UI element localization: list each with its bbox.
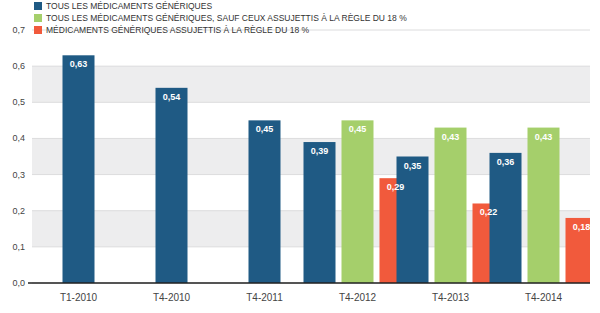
x-tick-label: T1-2010 bbox=[60, 292, 98, 303]
y-tick-label: 0,2 bbox=[12, 206, 25, 216]
x-tick-label: T4-2013 bbox=[432, 292, 470, 303]
data-label: 0,35 bbox=[404, 161, 422, 171]
bar bbox=[397, 157, 429, 284]
bar bbox=[528, 128, 560, 283]
bar bbox=[156, 88, 188, 283]
data-label: 0,39 bbox=[311, 146, 329, 156]
grid bbox=[32, 30, 590, 283]
data-label: 0,63 bbox=[70, 59, 88, 69]
data-label: 0,18 bbox=[573, 222, 591, 232]
y-tick-label: 0,6 bbox=[12, 61, 25, 71]
grid-line bbox=[32, 102, 590, 103]
data-label: 0,54 bbox=[163, 92, 181, 102]
data-label: 0,43 bbox=[442, 132, 460, 142]
data-label: 0,45 bbox=[256, 124, 274, 134]
bar bbox=[63, 55, 95, 283]
data-label: 0,43 bbox=[535, 132, 553, 142]
x-tick-label: T4-2010 bbox=[153, 292, 191, 303]
bar bbox=[435, 128, 467, 283]
legend-swatch bbox=[34, 26, 42, 34]
bar bbox=[249, 120, 281, 283]
legend-swatch bbox=[34, 2, 42, 10]
y-axis: 0,0 0,1 0,2 0,3 0,4 0,5 0,6 0,7 bbox=[12, 25, 25, 288]
legend-swatch bbox=[34, 14, 42, 22]
bar bbox=[342, 120, 374, 283]
bar bbox=[304, 142, 336, 283]
x-axis-line bbox=[28, 282, 590, 284]
data-label: 0,36 bbox=[497, 157, 515, 167]
data-label: 0,22 bbox=[480, 207, 498, 217]
data-label: 0,45 bbox=[349, 124, 367, 134]
y-tick-label: 0,7 bbox=[12, 25, 25, 35]
grid-band bbox=[32, 66, 590, 102]
x-tick-label: T4-2012 bbox=[339, 292, 377, 303]
y-tick-label: 0,0 bbox=[12, 278, 25, 288]
chart: 0,0 0,1 0,2 0,3 0,4 0,5 0,6 0,7 0,63 0,54 0,45 0,39… bbox=[0, 0, 600, 313]
legend: TOUS LES MÉDICAMENTS GÉNÉRIQUES TOUS LES … bbox=[34, 1, 407, 35]
grid-line bbox=[32, 66, 590, 67]
legend-label: MÉDICAMENTS GÉNÉRIQUES ASSUJETTIS À LA R… bbox=[46, 25, 310, 35]
grid-line bbox=[32, 138, 590, 139]
y-tick-label: 0,4 bbox=[12, 133, 25, 143]
legend-label: TOUS LES MÉDICAMENTS GÉNÉRIQUES, SAUF CE… bbox=[46, 13, 407, 23]
y-tick-label: 0,3 bbox=[12, 170, 25, 180]
bar bbox=[566, 218, 591, 283]
y-tick-label: 0,5 bbox=[12, 97, 25, 107]
legend-label: TOUS LES MÉDICAMENTS GÉNÉRIQUES bbox=[46, 1, 212, 11]
y-tick-label: 0,1 bbox=[12, 242, 25, 252]
data-label: 0,29 bbox=[387, 182, 405, 192]
bars bbox=[63, 55, 591, 283]
data-labels: 0,63 0,54 0,45 0,39 0,45 0,29 0,35 0,43 0,22 0,36… bbox=[70, 59, 591, 232]
bar bbox=[490, 153, 522, 283]
x-tick-label: T4-2011 bbox=[246, 292, 283, 303]
x-tick-label: T4-2014 bbox=[525, 292, 563, 303]
